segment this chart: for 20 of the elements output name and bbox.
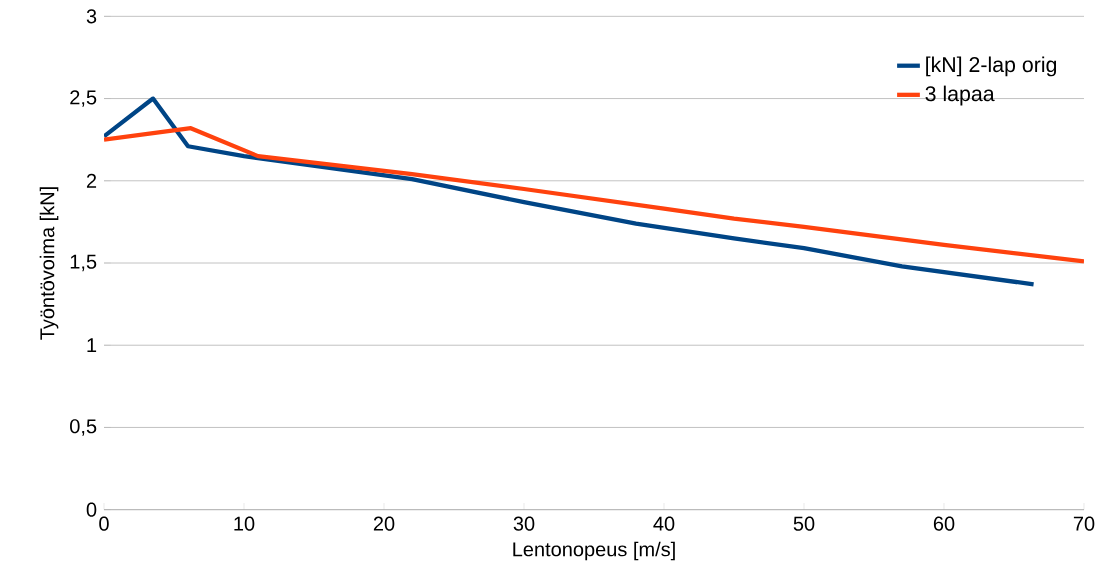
y-tick-label: 2,5 [70,90,97,107]
x-tick-label: 20 [373,516,395,531]
x-tick-label: 60 [933,516,955,531]
y-tick-label: 1 [87,338,97,353]
legend-label: 3 lapaa [925,85,995,106]
x-tick-label: 30 [513,516,535,531]
x-tick-label: 10 [234,516,255,531]
x-tick-label: 0 [99,516,109,531]
x-tick-label: 70 [1073,516,1095,531]
line-series [104,126,1084,264]
x-tick-label: 40 [653,516,675,531]
y-tick-label: 2 [86,173,97,188]
y-tick-label: 0,5 [70,419,97,436]
y-axis-title: Työntövoima [kN] [39,187,59,340]
y-tick-label: 3 [86,9,97,24]
x-axis-title: Lentonopeus [m/s] [513,541,675,561]
y-tick-label: 1,5 [70,254,97,272]
y-tick-label: 0 [86,502,97,517]
legend-label: [kN] 2-lap orig [926,56,1057,77]
x-tick-label: 50 [793,516,815,531]
